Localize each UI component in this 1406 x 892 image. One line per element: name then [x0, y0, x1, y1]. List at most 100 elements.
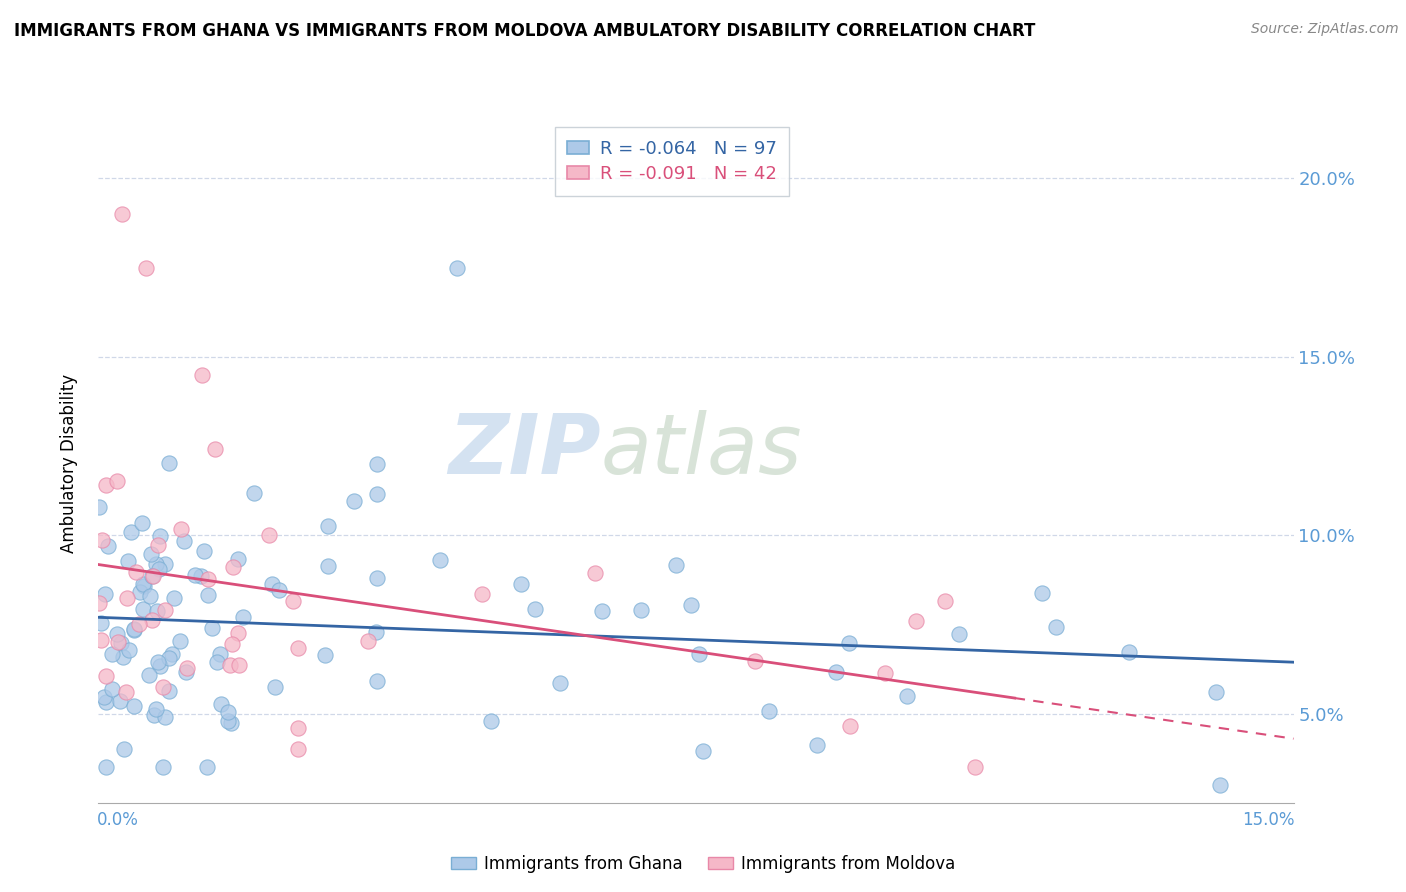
Text: IMMIGRANTS FROM GHANA VS IMMIGRANTS FROM MOLDOVA AMBULATORY DISABILITY CORRELATI: IMMIGRANTS FROM GHANA VS IMMIGRANTS FROM… — [14, 22, 1035, 40]
Point — [364, 625, 387, 640]
Point — [90, 632, 112, 647]
Point — [146, 604, 169, 618]
Point — [630, 603, 652, 617]
Point — [343, 494, 366, 508]
Point — [1208, 778, 1230, 792]
Point — [101, 681, 124, 696]
Point — [228, 657, 250, 672]
Point — [135, 260, 157, 275]
Y-axis label: Ambulatory Disability: Ambulatory Disability — [59, 375, 77, 553]
Point — [149, 659, 172, 673]
Point — [94, 695, 117, 709]
Point — [824, 665, 846, 680]
Point — [120, 524, 142, 539]
Point — [366, 486, 388, 500]
Point — [107, 635, 129, 649]
Point — [221, 637, 243, 651]
Point — [112, 649, 135, 664]
Point — [679, 598, 702, 612]
Point — [316, 519, 339, 533]
Point — [873, 665, 896, 680]
Point — [148, 529, 170, 543]
Point — [176, 660, 198, 674]
Point — [208, 648, 231, 662]
Point — [101, 647, 124, 661]
Point — [159, 651, 181, 665]
Point — [228, 552, 250, 566]
Point — [132, 601, 155, 615]
Point — [128, 617, 150, 632]
Text: 15.0%: 15.0% — [1243, 811, 1295, 829]
Point — [209, 698, 232, 712]
Point — [232, 610, 254, 624]
Point — [146, 655, 169, 669]
Point — [257, 528, 280, 542]
Point — [142, 568, 165, 582]
Point — [523, 602, 546, 616]
Point — [173, 534, 195, 549]
Point — [139, 547, 162, 561]
Point — [91, 533, 114, 548]
Point — [163, 591, 186, 605]
Point — [90, 615, 112, 630]
Point — [692, 744, 714, 758]
Point — [94, 760, 117, 774]
Point — [87, 500, 110, 515]
Point — [548, 676, 571, 690]
Point — [105, 474, 128, 488]
Point — [287, 640, 309, 655]
Point — [896, 689, 918, 703]
Point — [146, 538, 169, 552]
Point — [758, 704, 780, 718]
Point — [316, 559, 339, 574]
Point — [948, 627, 970, 641]
Point — [243, 486, 266, 500]
Legend: R = -0.064   N = 97, R = -0.091   N = 42: R = -0.064 N = 97, R = -0.091 N = 42 — [555, 128, 789, 195]
Point — [124, 699, 146, 714]
Point — [262, 577, 284, 591]
Point — [287, 721, 309, 735]
Point — [205, 655, 228, 669]
Text: ZIP: ZIP — [447, 409, 600, 491]
Point — [1045, 620, 1067, 634]
Point — [97, 539, 120, 553]
Point — [281, 594, 304, 608]
Point — [112, 742, 135, 756]
Text: Source: ZipAtlas.com: Source: ZipAtlas.com — [1251, 22, 1399, 37]
Point — [287, 742, 309, 756]
Point — [131, 577, 153, 591]
Point — [96, 478, 118, 492]
Point — [905, 614, 928, 628]
Point — [157, 456, 180, 470]
Point — [688, 648, 710, 662]
Point — [429, 553, 451, 567]
Point — [115, 591, 138, 605]
Point — [217, 705, 239, 719]
Point — [479, 714, 502, 729]
Point — [1031, 586, 1053, 600]
Point — [93, 690, 115, 705]
Point — [201, 621, 224, 635]
Point — [838, 636, 860, 650]
Point — [806, 738, 828, 752]
Point — [118, 643, 141, 657]
Point — [195, 760, 218, 774]
Point — [446, 260, 468, 275]
Point — [141, 613, 163, 627]
Point — [183, 568, 205, 582]
Point — [129, 585, 152, 599]
Point — [191, 368, 214, 382]
Point — [963, 760, 986, 774]
Point — [219, 715, 242, 730]
Text: atlas: atlas — [600, 409, 801, 491]
Point — [157, 683, 180, 698]
Point — [197, 572, 219, 586]
Point — [204, 442, 226, 456]
Point — [117, 554, 139, 568]
Point — [153, 710, 176, 724]
Point — [96, 669, 118, 683]
Point — [197, 588, 219, 602]
Point — [138, 667, 160, 681]
Point — [170, 522, 193, 536]
Point — [110, 693, 132, 707]
